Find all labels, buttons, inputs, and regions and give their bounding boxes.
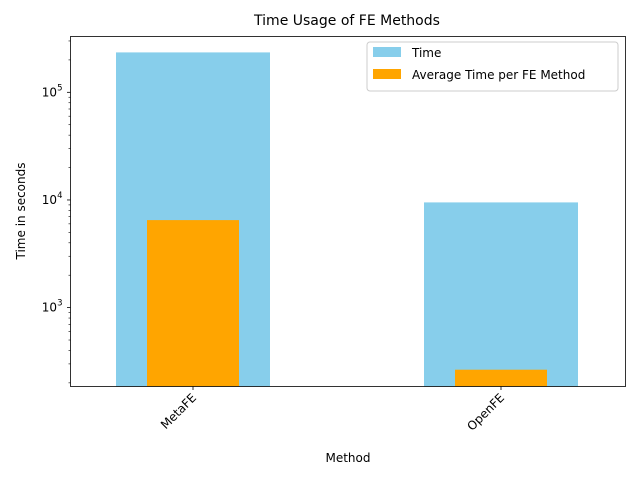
plot-frame	[70, 36, 626, 387]
y-tick-label: 104	[42, 191, 63, 207]
legend-frame	[366, 41, 619, 92]
legend-label-average: Average Time per FE Method	[412, 68, 585, 82]
y-tick-label: 103	[42, 299, 63, 315]
y-tick-label: 105	[42, 83, 63, 99]
x-tick-label: MetaFE	[158, 391, 199, 432]
bar-metafe-average	[147, 220, 239, 387]
axes	[70, 36, 626, 387]
legend-swatch-average	[373, 69, 401, 79]
legend: Time Average Time per FE Method	[366, 41, 619, 92]
bars	[116, 52, 578, 387]
bar-openfe-average	[455, 369, 547, 387]
legend-label-time: Time	[411, 46, 441, 60]
x-tick-label: OpenFE	[464, 391, 507, 434]
x-ticks: MetaFE OpenFE	[158, 386, 507, 434]
y-ticks: 103 104 105	[42, 40, 71, 384]
legend-swatch-time	[373, 47, 401, 57]
chart-title: Time Usage of FE Methods	[253, 13, 440, 29]
y-axis-label: Time in seconds	[14, 163, 28, 261]
bar-openfe-time	[424, 202, 578, 387]
x-axis-label: Method	[325, 451, 370, 465]
